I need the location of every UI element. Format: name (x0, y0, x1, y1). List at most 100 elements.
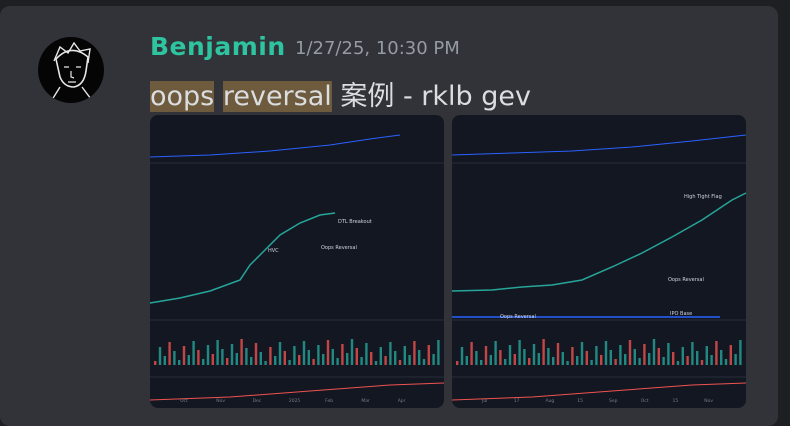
volume-bar (537, 353, 540, 365)
axis-label: Aug (546, 398, 555, 404)
chart-annotation: IPO Base (670, 311, 692, 317)
volume-bar (460, 347, 464, 365)
volume-bar (643, 344, 646, 365)
volume-bar (585, 351, 588, 365)
message-segment: 案例 - rklb gev (331, 81, 531, 112)
avatar[interactable] (38, 37, 104, 103)
message-container: Benjamin 1/27/25, 10:30 PM oops reversal… (0, 6, 778, 426)
volume-bar (317, 345, 320, 365)
avatar-art (49, 41, 95, 103)
volume-bar (729, 345, 732, 365)
volume-bar (250, 357, 253, 365)
volume-bar (206, 345, 210, 365)
volume-bar (523, 349, 526, 365)
volume-bar (394, 351, 397, 365)
volume-bar (192, 341, 195, 365)
volume-bar (739, 340, 742, 365)
volume-bar (163, 356, 166, 365)
volume-bar (168, 342, 171, 365)
volume-bar (221, 349, 224, 365)
volume-bar (532, 344, 536, 365)
price-line (149, 212, 336, 304)
volume-bar (734, 354, 737, 365)
author-name[interactable]: Benjamin (150, 32, 286, 61)
volume-bar (676, 361, 680, 365)
volume-bar (696, 351, 699, 365)
volume-bar (202, 359, 205, 365)
volume-bar (178, 360, 181, 365)
volume-bar (288, 360, 291, 365)
oscillator-line (451, 382, 747, 401)
volume-bar (331, 349, 334, 365)
chart-annotation: Oops Reversal (500, 314, 536, 320)
attachment-image[interactable]: HVC Oops Reversal DTL Breakout Oct Nov Dec 202… (149, 115, 445, 408)
volume-bar (604, 341, 608, 365)
volume-bar (504, 359, 507, 365)
volume-bar (614, 359, 617, 365)
volume-bar (672, 352, 675, 365)
volume-bar (408, 355, 411, 365)
volume-bar (609, 350, 612, 365)
volume-bar (470, 342, 473, 365)
volume-bar (427, 345, 430, 365)
volume-bar (389, 342, 392, 365)
volume-bar (336, 358, 339, 365)
image-background (452, 115, 746, 408)
axis-label: Jul (481, 398, 487, 404)
volume-bar (619, 345, 622, 365)
volume-bar (350, 339, 354, 365)
axis-label: Oct (180, 398, 188, 404)
attachment-image[interactable]: High Tight Flag Oops Reversal Oops Reversa… (451, 115, 747, 408)
highlighted-word: reversal (222, 81, 332, 112)
axis-label: Apr (398, 398, 406, 404)
volume-bar (374, 361, 378, 365)
volume-bar (475, 351, 478, 365)
volume-bar (293, 346, 296, 365)
volume-bar (600, 355, 603, 365)
chart-annotation: HVC (268, 248, 279, 254)
volume-bar (346, 353, 349, 365)
chart-annotation: Oops Reversal (321, 245, 357, 251)
volume-bar (566, 361, 569, 365)
axis-label: 17 (514, 398, 520, 404)
volume-bar (681, 347, 684, 365)
volume-bar (571, 347, 574, 365)
volume-bar (154, 361, 157, 365)
volume-bar (403, 346, 406, 365)
volume-bar (298, 355, 301, 365)
axis-label: Dec (253, 398, 262, 404)
volume-bar (355, 348, 358, 365)
volume-bar (489, 355, 492, 365)
oscillator-line (149, 382, 445, 401)
volume-bar (182, 346, 186, 365)
volume-bar (480, 360, 483, 365)
axis-label: Oct (641, 398, 649, 404)
volume-bar (326, 340, 330, 365)
timestamp: 1/27/25, 10:30 PM (295, 38, 460, 59)
volume-bar (278, 342, 282, 365)
chart-annotation: Oops Reversal (668, 277, 704, 283)
volume-bar (432, 354, 435, 365)
volume-bar (302, 341, 306, 365)
volume-bar (197, 350, 200, 365)
axis-label: 2025 (289, 398, 301, 404)
axis-label: 15 (577, 398, 583, 404)
volume-bar (508, 345, 512, 365)
volume-bar (274, 356, 277, 365)
message-text: oops reversal 案例 - rklb gev (150, 74, 531, 113)
volume-bar (360, 357, 363, 365)
volume-bar (700, 360, 704, 365)
volume-bar (715, 341, 718, 365)
volume-bar (240, 339, 243, 365)
volume-bar (312, 359, 315, 365)
volume-bar (211, 354, 214, 365)
volume-bar (518, 340, 521, 365)
volume-bar (341, 344, 344, 365)
volume-bar (484, 346, 488, 365)
volume-bar (370, 352, 373, 365)
volume-bar (384, 356, 387, 365)
volume-bar (235, 353, 238, 365)
volume-bar (657, 348, 660, 365)
volume-bar (552, 357, 555, 365)
axis-label: Mar (361, 398, 370, 404)
